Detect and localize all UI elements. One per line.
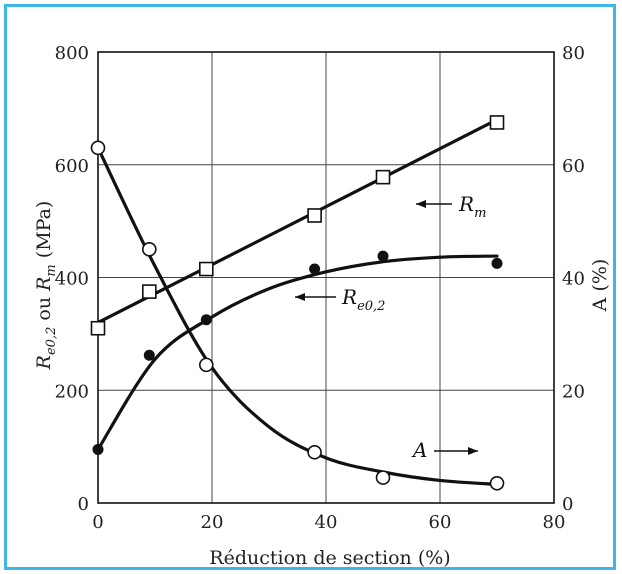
- y-left-tick-label: 400: [55, 269, 89, 290]
- fit-rm: [96, 118, 499, 325]
- point-a: [489, 475, 505, 491]
- point-re0-2: [309, 263, 321, 275]
- point-re0-2: [491, 257, 503, 269]
- fit-a: [96, 146, 499, 486]
- y-left-tick-label: 800: [55, 43, 89, 64]
- point-a: [142, 242, 157, 257]
- point-re0-2: [92, 443, 104, 455]
- point-a: [307, 444, 322, 460]
- y-right-tick-label: 40: [562, 269, 585, 290]
- point-a: [90, 140, 106, 156]
- point-re0-2: [200, 314, 212, 326]
- x-tick-label: 40: [315, 512, 338, 533]
- arrow-a-head: [468, 447, 478, 455]
- point-a: [199, 357, 214, 373]
- point-rm: [307, 208, 322, 223]
- x-tick-label: 80: [543, 512, 566, 533]
- y-left-tick-label: 600: [55, 156, 89, 177]
- point-re0-2: [143, 349, 155, 361]
- point-rm: [142, 284, 157, 299]
- series-labels: Rm Re0,2 A: [295, 192, 486, 462]
- y-right-tick-label: 0: [562, 494, 573, 515]
- arrow-re-head: [295, 293, 305, 301]
- x-axis-label: Réduction de section (%): [209, 547, 450, 569]
- y-right-tick-label: 20: [562, 381, 585, 402]
- point-rm: [90, 320, 106, 336]
- fit-curves: [96, 118, 499, 486]
- point-rm: [199, 261, 214, 277]
- svg-text:A (%): A (%): [589, 259, 611, 313]
- y-left-tick-label: 200: [55, 381, 89, 402]
- label-re: Re0,2: [341, 285, 385, 314]
- svg-text:Re0,2 ou Rm (MPa): Re0,2 ou Rm (MPa): [33, 201, 59, 371]
- label-a: A: [411, 438, 427, 462]
- y-right-tick-label: 80: [562, 43, 585, 64]
- arrow-rm-head: [416, 200, 426, 208]
- x-tick-label: 60: [429, 512, 452, 533]
- x-tick-label: 20: [201, 512, 224, 533]
- y-right-tick-label: 60: [562, 156, 585, 177]
- plot-area: [97, 51, 555, 504]
- point-a: [375, 470, 391, 485]
- point-rm: [489, 115, 505, 130]
- x-tick-label: 0: [92, 512, 103, 533]
- chart-frame: [4, 4, 616, 570]
- point-re0-2: [377, 250, 389, 262]
- y-axis-right-label: A (%): [589, 259, 611, 313]
- fit-re0-2: [96, 254, 499, 452]
- y-left-tick-label: 0: [78, 494, 89, 515]
- data-points: [90, 115, 505, 491]
- y-axis-left-label: Re0,2 ou Rm (MPa): [33, 201, 59, 371]
- grid-lines: [98, 52, 554, 503]
- label-rm: Rm: [458, 192, 486, 221]
- point-rm: [375, 169, 391, 185]
